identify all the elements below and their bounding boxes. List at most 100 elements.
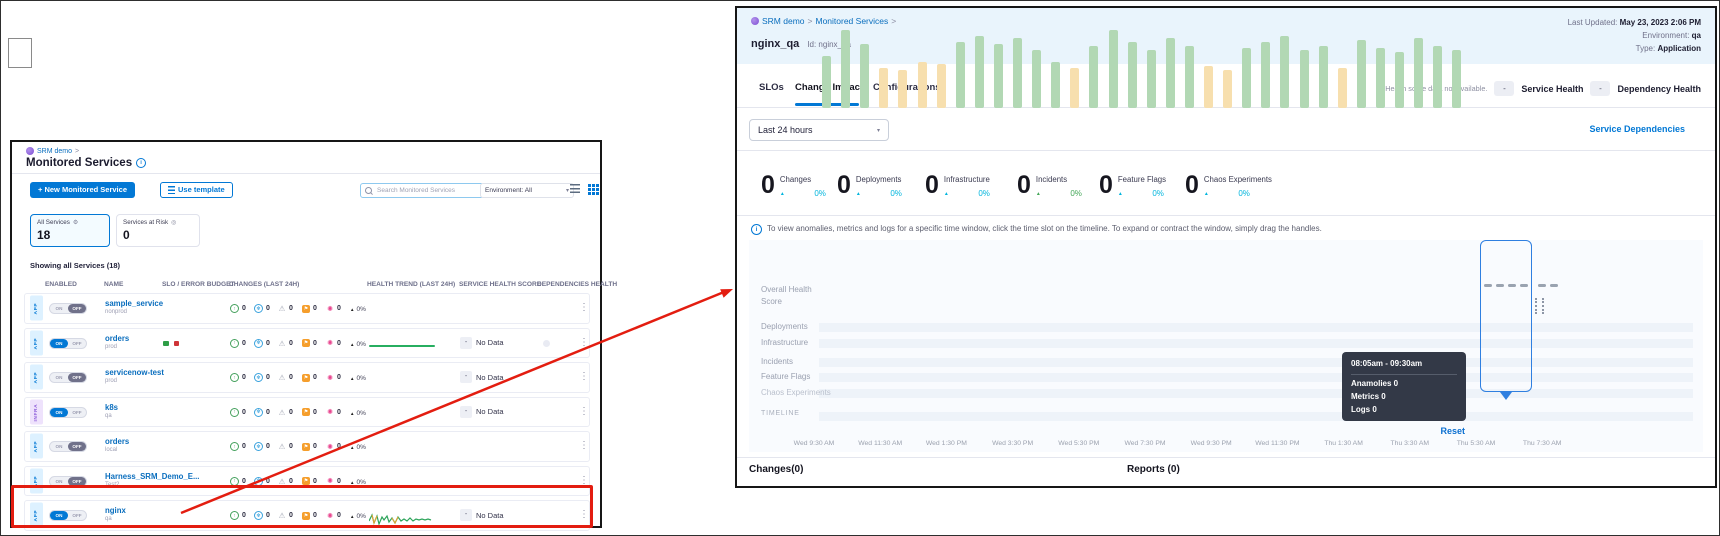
detail-breadcrumb[interactable]: SRM demo > Monitored Services > <box>751 16 896 26</box>
timeline-bar[interactable] <box>1242 48 1252 108</box>
row-menu-icon[interactable]: ⋮ <box>579 371 589 382</box>
service-id: Id: nginx_qa <box>807 40 851 49</box>
service-row[interactable]: INFRA ON OFF k8s qa ↑ 0 ✻ 0 ⚠ 0 ⚑ 0 ✺ 0 ▲ 0% - No Data ⋮ <box>24 396 590 427</box>
timeline-bar[interactable] <box>1146 50 1156 108</box>
row-menu-icon[interactable]: ⋮ <box>579 474 589 486</box>
timeline-bar[interactable] <box>917 62 927 108</box>
enabled-toggle[interactable]: ON OFF <box>49 510 87 521</box>
service-name-link[interactable]: orders <box>105 437 130 446</box>
search-input[interactable] <box>375 186 479 195</box>
changes-counts: ↑ 0 ✻ 0 ⚠ 0 ⚑ 0 ✺ 0 <box>230 338 350 348</box>
changes-section-header[interactable]: Changes(0) <box>749 464 804 475</box>
service-row[interactable]: APP ON OFF orders prod ↑ 0 ✻ 0 ⚠ 0 ⚑ 0 ✺ 0 ▲ 0% - No Data ⋮ <box>24 327 590 358</box>
row-menu-icon[interactable]: ⋮ <box>579 302 589 313</box>
filter-icon[interactable] <box>570 184 580 193</box>
timeline-bar[interactable] <box>1433 46 1443 108</box>
change-value: 0 <box>313 339 317 347</box>
timeline-bar[interactable] <box>1127 42 1137 108</box>
service-name-link[interactable]: servicenow-test <box>105 368 164 377</box>
service-dependencies-link[interactable]: Service Dependencies <box>1589 124 1685 134</box>
timeline-bar[interactable] <box>1013 38 1022 108</box>
timeline-bar[interactable] <box>955 42 965 108</box>
change-value: 0 <box>289 374 293 381</box>
change-count: ⚑ 0 <box>302 408 326 416</box>
service-name-link[interactable]: orders <box>105 333 130 343</box>
timeline-bar[interactable] <box>1184 46 1194 108</box>
time-window-selection[interactable] <box>1480 240 1532 392</box>
timeline-bar[interactable] <box>1051 62 1061 108</box>
service-name-link[interactable]: sample_service <box>105 299 164 308</box>
timeline-bar[interactable] <box>1204 66 1213 108</box>
card-all-services[interactable]: All Services ⚙ 18 <box>30 214 110 247</box>
timeline-bar[interactable] <box>1356 40 1366 108</box>
selection-drag-handle[interactable] <box>1535 298 1544 314</box>
timeline-bar[interactable] <box>936 64 946 108</box>
use-template-button[interactable]: Use template <box>160 182 233 198</box>
row-menu-icon[interactable]: ⋮ <box>579 405 589 417</box>
enabled-toggle[interactable]: ON OFF <box>49 406 87 418</box>
timeline-bar[interactable] <box>1261 42 1271 108</box>
timeline-bar[interactable] <box>1414 38 1424 108</box>
change-count: ✻ 0 <box>254 338 278 348</box>
time-range-dropdown[interactable]: Last 24 hours ▾ <box>749 119 889 141</box>
breadcrumb-app[interactable]: SRM demo <box>37 147 73 155</box>
timeline-tick-label: Wed 11:30 AM <box>858 440 903 447</box>
timeline-bar[interactable] <box>1452 50 1462 108</box>
tab-slos[interactable]: SLOs <box>759 82 784 93</box>
timeline-bar[interactable] <box>1165 38 1175 108</box>
timeline-bar[interactable] <box>822 56 831 108</box>
service-row[interactable]: APP ON OFF orders local ↑ 0 ✻ 0 ⚠ 0 ⚑ 0 ✺ 0 ▲ 0% ⋮ <box>24 431 590 462</box>
enabled-toggle[interactable]: ON OFF <box>49 441 87 452</box>
timeline-bar[interactable] <box>898 70 908 108</box>
trend-percent-value: 0% <box>356 513 366 520</box>
reports-section-header[interactable]: Reports (0) <box>1127 464 1180 475</box>
enabled-toggle[interactable]: ON OFF <box>49 372 87 383</box>
info-icon[interactable]: i <box>136 158 147 168</box>
timeline-bar[interactable] <box>1337 68 1347 108</box>
template-icon <box>168 186 175 194</box>
service-row[interactable]: APP ON OFF nginx qa ↑ 0 ✻ 0 ⚠ 0 ⚑ 0 ✺ 0 ▲ 0% - No Data ⋮ <box>24 500 590 531</box>
timeline-bar[interactable] <box>1032 50 1042 108</box>
enabled-toggle[interactable]: ON OFF <box>49 303 87 314</box>
incident-icon: ⚠ <box>278 338 286 348</box>
card-services-at-risk[interactable]: Services at Risk ◎ 0 <box>116 214 200 247</box>
score-text: No Data <box>476 338 504 347</box>
row-menu-icon[interactable]: ⋮ <box>579 336 589 348</box>
new-monitored-service-button[interactable]: + New Monitored Service <box>30 182 135 198</box>
grid-view-icon[interactable] <box>588 184 591 187</box>
timeline-bar[interactable] <box>974 36 984 108</box>
service-name-link[interactable]: nginx <box>105 506 126 515</box>
timeline-bar[interactable] <box>1280 36 1290 108</box>
timeline-bar[interactable] <box>1223 70 1233 108</box>
metric-percent: ▲ 0% <box>944 189 990 198</box>
timeline-bar[interactable] <box>841 30 851 108</box>
timeline-bar[interactable] <box>993 44 1003 108</box>
breadcrumb-monitored-services[interactable]: Monitored Services <box>815 16 889 26</box>
service-name-link[interactable]: Harness_SRM_Demo_E... <box>105 471 200 481</box>
breadcrumb-app[interactable]: SRM demo <box>762 16 805 26</box>
timeline-bar[interactable] <box>860 44 870 108</box>
timeline-bar[interactable] <box>1299 50 1309 108</box>
row-menu-icon[interactable]: ⋮ <box>579 440 589 451</box>
enabled-toggle[interactable]: ON OFF <box>49 337 87 349</box>
timeline-bar[interactable] <box>1375 48 1385 108</box>
toggle-off-label: OFF <box>68 373 86 382</box>
timeline-bar[interactable] <box>1089 46 1099 108</box>
service-row[interactable]: APP ON OFF servicenow-test prod ↑ 0 ✻ 0 ⚠ 0 ⚑ 0 ✺ 0 ▲ 0%… <box>24 362 590 393</box>
reset-button[interactable]: Reset <box>1440 426 1465 436</box>
selection-bottom-handle[interactable] <box>1500 392 1512 400</box>
change-count: ⚑ 0 <box>302 304 326 313</box>
breadcrumb[interactable]: SRM demo > <box>26 147 79 155</box>
timeline-bar[interactable] <box>1395 52 1404 108</box>
service-row[interactable]: APP ON OFF Harness_SRM_Demo_E... Test2 ↑ 0 ✻ 0 ⚠ 0… <box>24 465 590 496</box>
timeline-bar[interactable] <box>1318 46 1328 108</box>
timeline-bar[interactable] <box>1108 30 1118 108</box>
environment-filter[interactable]: Environment: All ▾ <box>480 183 574 198</box>
timeline-bar[interactable] <box>879 68 889 108</box>
service-row[interactable]: APP ON OFF sample_service nonprod ↑ 0 ✻ 0 ⚠ 0 ⚑ 0 ✺ 0 ▲… <box>24 293 590 324</box>
search-box[interactable] <box>360 183 484 198</box>
row-menu-icon[interactable]: ⋮ <box>579 509 589 520</box>
timeline-bar[interactable] <box>1070 68 1080 108</box>
service-name-link[interactable]: k8s <box>105 402 119 412</box>
enabled-toggle[interactable]: ON OFF <box>49 475 87 487</box>
